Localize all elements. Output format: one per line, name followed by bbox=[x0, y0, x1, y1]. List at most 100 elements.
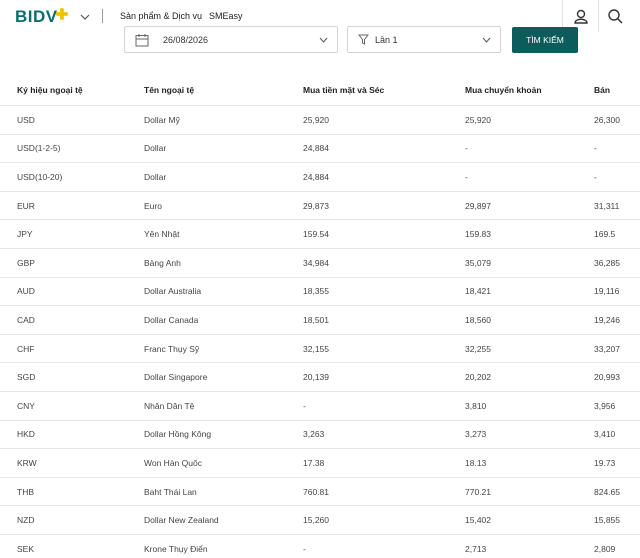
filter-icon bbox=[358, 34, 369, 45]
table-cell: 18.13 bbox=[465, 448, 594, 478]
table-cell: HKD bbox=[0, 419, 144, 449]
table-cell: USD bbox=[0, 105, 144, 135]
table-cell: 15,855 bbox=[594, 505, 640, 535]
column-header: Bán bbox=[594, 85, 611, 95]
table-cell: Dollar bbox=[144, 133, 303, 163]
column-header: Mua tiền mặt và Séc bbox=[303, 85, 385, 95]
table-cell: 34,984 bbox=[303, 247, 465, 278]
table-cell: Yên Nhật bbox=[144, 219, 303, 249]
table-cell: 19,116 bbox=[594, 276, 640, 306]
table-cell: Won Hàn Quốc bbox=[144, 448, 303, 478]
user-icon[interactable] bbox=[573, 8, 589, 24]
header-row: Ký hiệu ngoại tệ Tên ngoại tệ Mua tiền mặt… bbox=[0, 75, 640, 106]
table-row: AUD Dollar Australia 18,355 18,421 19,116 bbox=[0, 276, 640, 306]
table-row: NZD Dollar New Zealand 15,260 15,402 15,855 bbox=[0, 505, 640, 535]
rate-table: Ký hiệu ngoại tệ Tên ngoại tệ Mua tiền mặt… bbox=[0, 75, 640, 558]
table-cell: 3,263 bbox=[303, 419, 465, 449]
session-value: Lần 1 bbox=[375, 34, 398, 45]
table-cell: - bbox=[303, 533, 465, 558]
table-cell: CHF bbox=[0, 333, 144, 363]
table-cell: Dollar bbox=[144, 162, 303, 192]
session-select[interactable]: Lần 1 bbox=[347, 26, 501, 53]
table-cell: 17.38 bbox=[303, 448, 465, 478]
table-row: USD(1-2-5) Dollar 24,884- - bbox=[0, 133, 640, 163]
table-cell: AUD bbox=[0, 276, 144, 306]
table-cell: GBP bbox=[0, 247, 144, 278]
table-cell: Dollar Hồng Kông bbox=[144, 419, 303, 449]
nav-item[interactable]: SMEasy bbox=[209, 11, 243, 21]
table-row: KRW Won Hàn Quốc 17.38 18.13 19.73 bbox=[0, 448, 640, 478]
table-row: JPY Yên Nhật 159.54 159.83 169.5 bbox=[0, 219, 640, 249]
table-cell: 3,410 bbox=[594, 419, 640, 449]
table-cell: Dollar Mỹ bbox=[144, 105, 303, 135]
table-cell: USD(1-2-5) bbox=[0, 133, 144, 163]
table-row: HKD Dollar Hồng Kông 3,263 3,273 3,410 bbox=[0, 419, 640, 449]
table-cell: 770.21 bbox=[465, 476, 594, 506]
table-cell: 169.5 bbox=[594, 219, 640, 249]
column-header: Ký hiệu ngoại tệ bbox=[17, 85, 83, 95]
table-cell: Nhân Dân Tệ bbox=[144, 390, 303, 421]
table-cell: - bbox=[594, 133, 640, 163]
table-cell: Baht Thái Lan bbox=[144, 476, 303, 506]
table-cell: 20,139 bbox=[303, 362, 465, 392]
table-cell: JPY bbox=[0, 219, 144, 249]
table-cell: 19,246 bbox=[594, 305, 640, 335]
search-button[interactable]: TÌM KIẾM bbox=[512, 27, 578, 53]
table-cell: 3,810 bbox=[465, 390, 594, 421]
table-cell: 159.83 bbox=[465, 219, 594, 249]
table-cell: 32,155 bbox=[303, 333, 465, 363]
table-cell: 29,897 bbox=[465, 190, 594, 220]
table-cell: 24,884 bbox=[303, 162, 465, 192]
chevron[interactable] bbox=[80, 13, 90, 21]
nav-item[interactable]: Sản phẩm & Dịch vụ bbox=[120, 11, 203, 21]
table-cell: 18,560 bbox=[465, 305, 594, 335]
chevron bbox=[482, 37, 491, 43]
table-cell: KRW bbox=[0, 448, 144, 478]
table-cell: Dollar Australia bbox=[144, 276, 303, 306]
table-row: GBP Bảng Anh 34,984 35,079 36,285 bbox=[0, 247, 640, 278]
table-cell: 3,273 bbox=[465, 419, 594, 449]
table-cell: NZD bbox=[0, 505, 144, 535]
table-cell: EUR bbox=[0, 190, 144, 220]
table-row: USD Dollar Mỹ 25,920 25,920 26,300 bbox=[0, 105, 640, 135]
table-cell: Franc Thụy Sỹ bbox=[144, 333, 303, 363]
column-header: Tên ngoại tệ bbox=[144, 85, 195, 95]
table-cell: 760.81 bbox=[303, 476, 465, 506]
table-cell: 29,873 bbox=[303, 190, 465, 220]
table-cell: 2,713 bbox=[465, 533, 594, 558]
table-cell: Dollar Canada bbox=[144, 305, 303, 335]
table-row: EUR Euro 29,873 29,897 31,311 bbox=[0, 190, 640, 220]
table-row: CHF Franc Thụy Sỹ 32,155 32,255 33,207 bbox=[0, 333, 640, 363]
table-row: THB Baht Thái Lan 760.81 770.21 824.65 bbox=[0, 476, 640, 506]
table-cell: USD(10-20) bbox=[0, 162, 144, 192]
table-cell: Dollar Singapore bbox=[144, 362, 303, 392]
table-cell: 24,884 bbox=[303, 133, 465, 163]
table-cell: 25,920 bbox=[303, 105, 465, 135]
date-value: 26/08/2026 bbox=[163, 34, 209, 45]
table-cell: 33,207 bbox=[594, 333, 640, 363]
table-cell: THB bbox=[0, 476, 144, 506]
date-input[interactable]: 26/08/2026 bbox=[124, 26, 338, 53]
column-header: Mua chuyển khoản bbox=[465, 85, 542, 95]
table-cell: 18,421 bbox=[465, 276, 594, 306]
table-row: USD(10-20) Dollar 24,884- - bbox=[0, 162, 640, 192]
table-cell: Dollar New Zealand bbox=[144, 505, 303, 535]
table-cell: 26,300 bbox=[594, 105, 640, 135]
chevron bbox=[319, 37, 328, 43]
table-cell: 31,311 bbox=[594, 190, 640, 220]
table-cell: 2,809 bbox=[594, 533, 640, 558]
table-cell: CAD bbox=[0, 305, 144, 335]
search-icon[interactable] bbox=[607, 8, 623, 24]
table-cell: 824.65 bbox=[594, 476, 640, 506]
logo[interactable]: BIDV bbox=[15, 7, 58, 26]
logo-icon bbox=[56, 8, 68, 20]
divider bbox=[102, 9, 103, 23]
table-row: CNY Nhân Dân Tệ -3,810 3,956 bbox=[0, 390, 640, 421]
table-cell: 18,355 bbox=[303, 276, 465, 306]
table-cell: 15,402 bbox=[465, 505, 594, 535]
table-cell: - bbox=[594, 162, 640, 192]
table-row: SGD Dollar Singapore 20,139 20,202 20,993 bbox=[0, 362, 640, 392]
table-cell: Bảng Anh bbox=[144, 247, 303, 278]
table-cell: Euro bbox=[144, 190, 303, 220]
